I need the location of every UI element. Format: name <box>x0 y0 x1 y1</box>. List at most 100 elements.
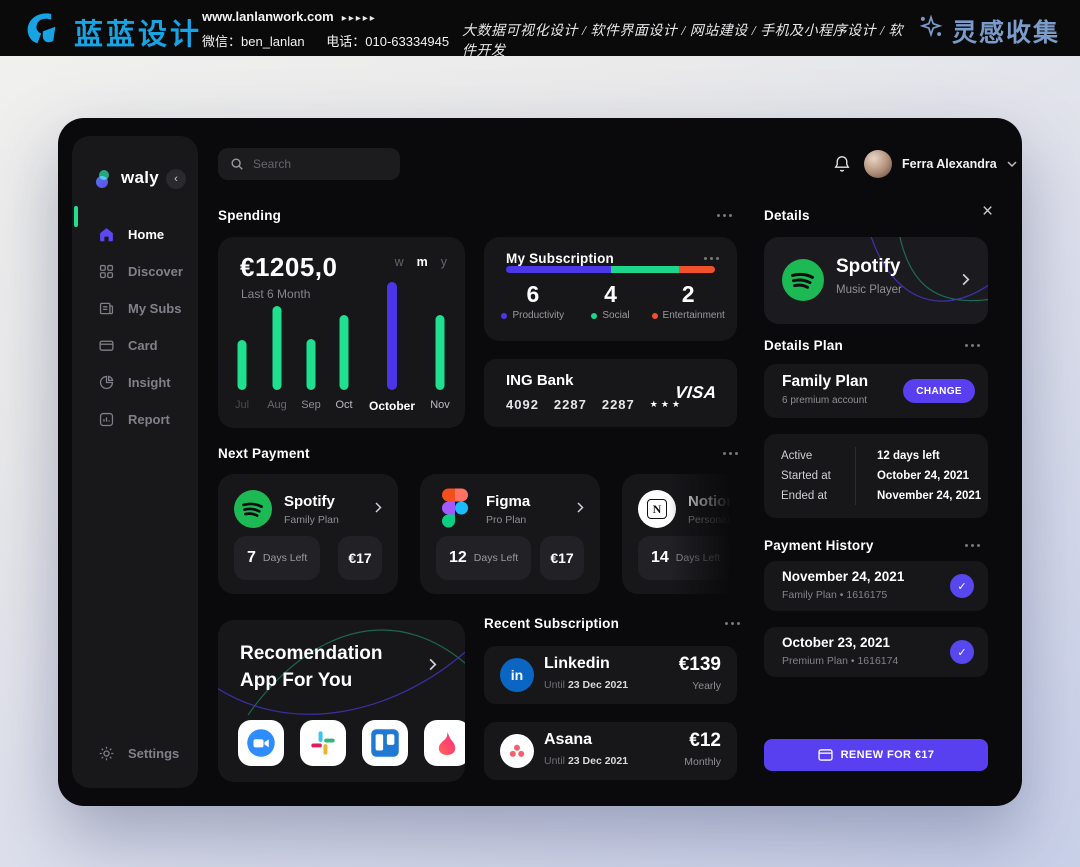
slack-app-icon[interactable] <box>300 720 346 766</box>
dot-entertainment <box>651 312 658 319</box>
sidebar-item-label: Card <box>128 338 158 353</box>
masked-digits: ★★★ <box>649 399 683 409</box>
status-row-ended: Ended at November 24, 2021 <box>781 490 982 502</box>
spending-more-menu[interactable] <box>713 210 736 221</box>
sidebar-collapse-button[interactable]: ‹ <box>166 169 186 189</box>
sidebar-item-label: Insight <box>128 375 171 390</box>
bar-chart-icon <box>99 412 114 427</box>
bell-icon <box>834 156 850 172</box>
sidebar-item-label: Report <box>128 412 170 427</box>
app-logo-text: waly <box>121 168 160 187</box>
my-subscription-title: My Subscription <box>506 251 615 266</box>
details-plan-title: Details Plan <box>764 338 843 353</box>
chart-bar-jul[interactable]: Jul <box>235 340 249 411</box>
active-nav-indicator <box>74 206 78 227</box>
search-input[interactable] <box>253 157 373 171</box>
decorative-arcs <box>218 629 465 716</box>
linkedin-icon: in <box>500 658 534 692</box>
sidebar-item-my-subs[interactable]: My Subs <box>72 290 198 327</box>
sidebar: waly ‹ Home Discover My Subs <box>72 136 198 788</box>
my-subscription-more-menu[interactable] <box>700 253 723 264</box>
trello-app-icon[interactable] <box>362 720 408 766</box>
chevron-right-icon <box>429 658 437 671</box>
payment-history-title: Payment History <box>764 538 874 553</box>
user-menu[interactable]: Ferra Alexandra <box>864 150 1017 178</box>
chart-bar-aug[interactable]: Aug <box>267 306 287 411</box>
visa-logo: VISA <box>674 383 719 402</box>
legend-entertainment: 2 Entertainment <box>649 281 727 321</box>
banner-site-link[interactable]: www.lanlanwork.com ▸▸▸▸▸ <box>202 9 377 24</box>
dot-productivity <box>501 312 508 319</box>
divider <box>855 447 856 505</box>
spending-card: €1205,0 Last 6 Month w m y Jul Aug Sep O… <box>218 237 465 428</box>
banner-wechat: 微信：ben_lanlan <box>202 34 305 49</box>
segment-social <box>610 266 680 273</box>
next-payment-more-menu[interactable] <box>719 448 742 459</box>
days-left-chip: 7 Days Left <box>234 536 321 580</box>
zoom-app-icon[interactable] <box>238 720 284 766</box>
sidebar-item-home[interactable]: Home <box>72 216 198 253</box>
chart-bar-october-selected[interactable]: October <box>369 282 415 413</box>
billing-cycle: Monthly <box>684 756 721 768</box>
next-payment-spotify[interactable]: Spotify Family Plan 7 Days Left €17 <box>218 474 398 594</box>
waly-logo-icon <box>96 169 113 188</box>
home-icon <box>100 228 113 242</box>
my-subscription-card: My Subscription 6 Productivity 4 Social … <box>484 237 737 341</box>
details-app-card[interactable]: Spotify Music Player <box>764 237 988 324</box>
details-plan-more-menu[interactable] <box>961 340 984 351</box>
figma-icon <box>442 488 468 533</box>
range-week[interactable]: w <box>394 255 404 269</box>
sidebar-item-report[interactable]: Report <box>72 401 198 438</box>
next-payment-figma[interactable]: Figma Pro Plan 12 Days Left €17 <box>420 474 600 594</box>
notifications-button[interactable] <box>833 154 851 179</box>
chart-bar-sep[interactable]: Sep <box>301 339 321 411</box>
next-payment-row: Spotify Family Plan 7 Days Left €17 Figma… <box>218 474 745 594</box>
history-item[interactable]: November 24, 2021 Family Plan • 1616175 … <box>764 561 988 611</box>
bank-card[interactable]: ING Bank 4092 2287 2287 ★★★ VISA <box>484 359 737 427</box>
days-left-chip: 12 Days Left <box>436 536 532 580</box>
top-banner: 蓝蓝设计 www.lanlanwork.com ▸▸▸▸▸ 微信：ben_lanl… <box>0 0 1080 59</box>
renew-button[interactable]: RENEW FOR €17 <box>764 739 988 771</box>
subscription-segment-bar <box>506 266 715 273</box>
sidebar-item-card[interactable]: Card <box>72 327 198 364</box>
banner-phone: 电话：010-63334945 <box>326 34 450 49</box>
sidebar-item-label: Settings <box>128 746 180 761</box>
pie-chart-icon <box>99 375 114 390</box>
grid-icon <box>99 264 114 279</box>
chart-bar-oct[interactable]: Oct <box>335 315 353 411</box>
news-icon <box>99 302 114 315</box>
sidebar-item-label: My Subs <box>128 301 182 316</box>
chevron-right-icon <box>962 273 970 286</box>
legend-social: 4 Social <box>572 281 650 321</box>
close-icon[interactable]: × <box>982 201 994 222</box>
range-year[interactable]: y <box>440 255 447 269</box>
price-chip: €17 <box>338 536 382 580</box>
plan-card: Family Plan 6 premium account CHANGE <box>764 364 988 418</box>
banner-arrows: ▸▸▸▸▸ <box>341 13 377 24</box>
app-logo: waly <box>96 168 159 188</box>
banner-collect-link[interactable]: 灵感收集 <box>952 20 1061 47</box>
history-item[interactable]: October 23, 2021 Premium Plan • 1616174 … <box>764 627 988 677</box>
subscription-legend: 6 Productivity 4 Social 2 Entertainment <box>494 281 727 321</box>
user-name: Ferra Alexandra <box>902 157 997 171</box>
sidebar-item-discover[interactable]: Discover <box>72 253 198 290</box>
recent-more-menu[interactable] <box>721 618 744 629</box>
change-plan-button[interactable]: CHANGE <box>903 379 975 403</box>
range-month[interactable]: m <box>416 255 428 269</box>
sidebar-item-settings[interactable]: Settings <box>98 745 179 762</box>
segment-entertainment <box>679 266 715 273</box>
payment-history-more-menu[interactable] <box>961 540 984 551</box>
sidebar-item-insight[interactable]: Insight <box>72 364 198 401</box>
recent-item-asana[interactable]: Asana Until 23 Dec 2021 €12 Monthly <box>484 722 737 780</box>
chart-bar-nov[interactable]: Nov <box>430 315 450 411</box>
recent-item-linkedin[interactable]: in Linkedin Until 23 Dec 2021 €139 Yearl… <box>484 646 737 704</box>
decorative-arcs <box>870 237 988 302</box>
chevron-right-icon <box>577 502 584 513</box>
bank-name: ING Bank <box>506 372 574 389</box>
tinder-app-icon[interactable] <box>424 720 465 766</box>
spotify-icon <box>234 490 272 533</box>
recommendation-card[interactable]: Recomendation App For You <box>218 620 465 782</box>
chevron-right-icon <box>375 502 382 513</box>
chevron-down-icon <box>1007 161 1017 167</box>
